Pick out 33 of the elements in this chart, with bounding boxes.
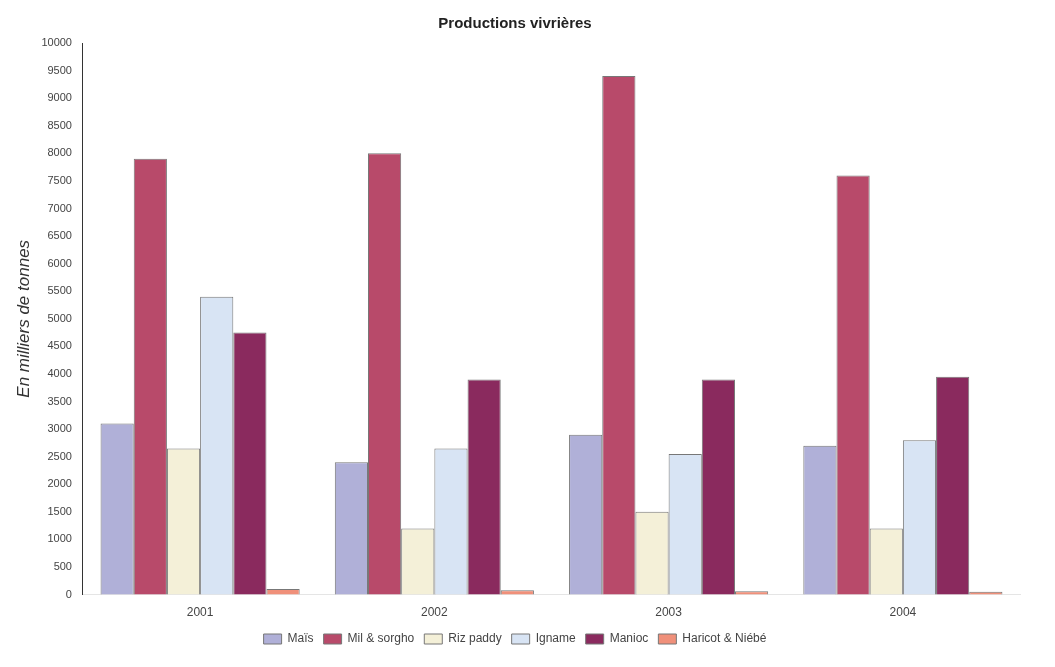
legend-label: Haricot & Niébé	[682, 631, 767, 646]
x-tick-label: 2004	[889, 605, 917, 620]
y-tick-label: 8000	[47, 146, 72, 159]
y-tick-label: 2500	[47, 449, 72, 462]
y-tick-label: 3500	[47, 394, 72, 407]
y-tick-label: 8500	[47, 118, 72, 131]
x-tick-label: 2003	[655, 605, 683, 620]
x-tick-label: 2001	[186, 605, 214, 620]
y-tick-label: 500	[53, 560, 72, 573]
y-tick-label: 10000	[41, 36, 72, 49]
y-tick-label: 3000	[47, 422, 72, 435]
y-tick-label: 2000	[47, 477, 72, 490]
y-tick-label: 9000	[47, 91, 72, 104]
y-axis-title: En milliers de tonnes	[13, 239, 33, 398]
y-tick-label: 1000	[47, 532, 72, 545]
legend-label: Igname	[535, 631, 577, 646]
y-tick-label: 0	[65, 587, 72, 600]
y-tick-label: 4500	[47, 339, 72, 352]
y-tick-label: 6500	[47, 229, 72, 242]
y-tick-label: 5500	[47, 284, 72, 297]
x-tick-label: 2002	[421, 605, 449, 620]
y-tick-label: 6000	[47, 256, 72, 269]
y-tick-label: 4000	[47, 366, 72, 379]
legend-label: Manioc	[609, 631, 649, 646]
y-tick-label: 1500	[47, 504, 72, 517]
y-tick-label: 5000	[47, 311, 72, 324]
legend-label: Maïs	[287, 631, 314, 646]
legend-label: Riz paddy	[448, 631, 502, 646]
legend-label: Mil & sorgho	[347, 631, 415, 646]
chart-title: Productions vivrières	[438, 14, 592, 32]
y-tick-label: 7500	[47, 173, 72, 186]
y-tick-label: 7000	[47, 201, 72, 214]
y-tick-label: 9500	[47, 63, 72, 76]
